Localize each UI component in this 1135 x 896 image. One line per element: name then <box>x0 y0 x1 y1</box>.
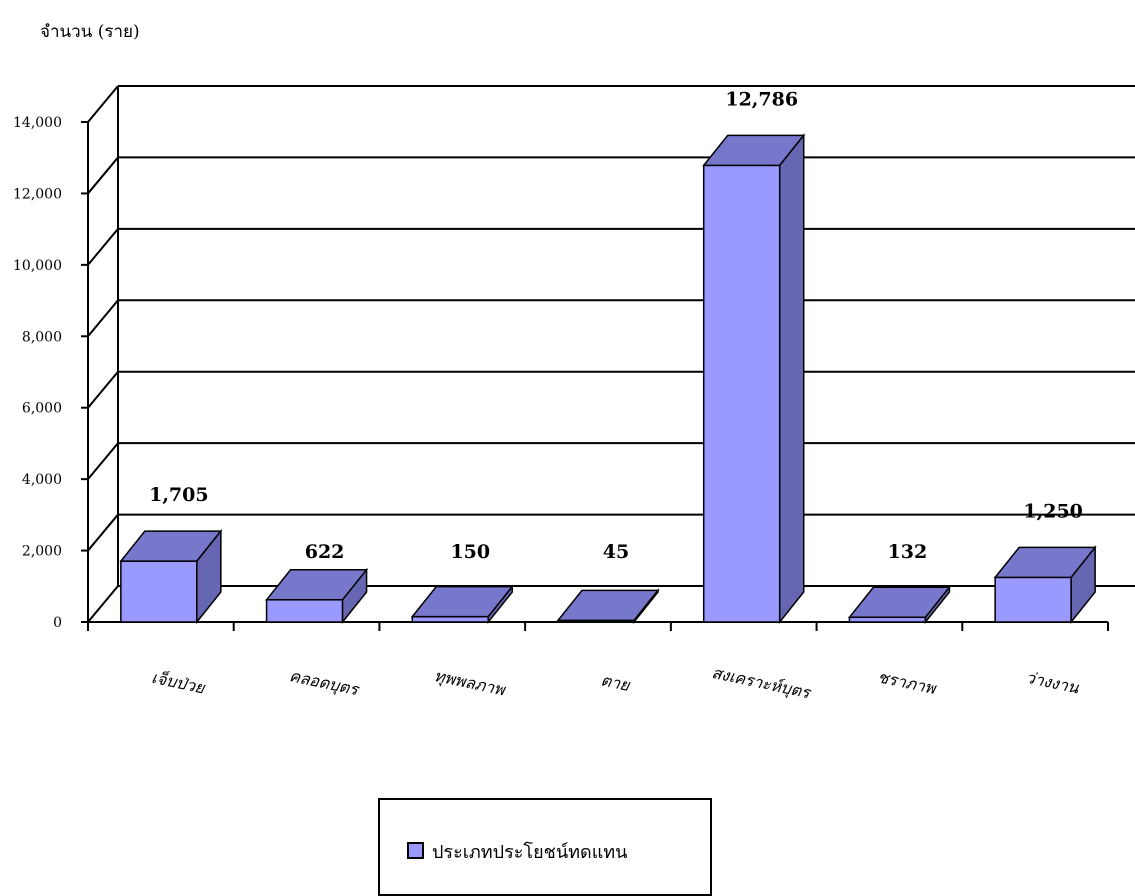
gridline-depth <box>87 85 119 123</box>
bar-side-6 <box>1070 545 1096 625</box>
gridline-depth <box>87 156 119 195</box>
y-axis-title: จำนวน (ราย) <box>40 22 140 42</box>
bar-top-2 <box>410 585 514 618</box>
bar-1 <box>265 599 344 623</box>
bar-side-3 <box>633 588 659 625</box>
bar-chart: 0 2,000 4,000 6,000 8,000 10,000 12,000 14,000 1… <box>13 85 1135 704</box>
data-label-6: 1,250 <box>1023 500 1083 522</box>
y-tick-label: 6,000 <box>22 401 62 417</box>
y-tick-label: 14,000 <box>13 115 62 131</box>
bar-top-3 <box>556 589 660 622</box>
data-label-4: 12,786 <box>725 88 798 110</box>
bar-side-2 <box>487 584 514 625</box>
bar-4 <box>702 164 781 623</box>
bar-2 <box>411 615 490 623</box>
category-label-3: ตาย <box>599 670 633 695</box>
y-tick-label: 8,000 <box>22 329 62 345</box>
data-label-1: 622 <box>305 541 345 563</box>
legend: ประเภทประโยชน์ทดแทน <box>378 798 712 896</box>
y-tick-label: 10,000 <box>13 258 62 274</box>
gridline-depth <box>87 299 119 337</box>
y-tick-label: 2,000 <box>22 544 62 560</box>
category-label-5: ชราภาพ <box>876 667 939 698</box>
category-label-2: ทุพพลภาพ <box>432 666 508 701</box>
bar-top-5 <box>847 586 951 619</box>
gridline-depth <box>87 442 119 480</box>
bar-0 <box>120 560 198 623</box>
category-label-0: เจ็บป่วย <box>150 668 208 698</box>
category-label-4: สงเคราะห์บุตร <box>710 663 814 704</box>
legend-swatch <box>407 842 424 859</box>
bar-6 <box>994 576 1072 623</box>
data-label-3: 45 <box>603 541 629 563</box>
gridline-depth <box>87 585 119 623</box>
bar-side-0 <box>196 528 222 625</box>
data-label-0: 1,705 <box>149 484 209 506</box>
y-tick-label: 4,000 <box>22 472 62 488</box>
y-tick-label: 0 <box>53 615 62 631</box>
category-label-6: ว่างงาน <box>1024 668 1081 698</box>
category-label-1: คลอดบุตร <box>287 666 362 701</box>
data-label-5: 132 <box>888 541 928 563</box>
y-tick-label: 12,000 <box>13 186 62 202</box>
bar-side-5 <box>924 585 951 625</box>
gridline-depth <box>87 228 119 266</box>
data-label-2: 150 <box>450 541 490 563</box>
bar-side-4 <box>778 133 805 625</box>
gridline-depth <box>87 513 119 552</box>
legend-label: ประเภทประโยชน์ทดแทน <box>432 842 628 863</box>
bar-side-1 <box>341 567 368 625</box>
gridline-depth <box>87 371 119 409</box>
